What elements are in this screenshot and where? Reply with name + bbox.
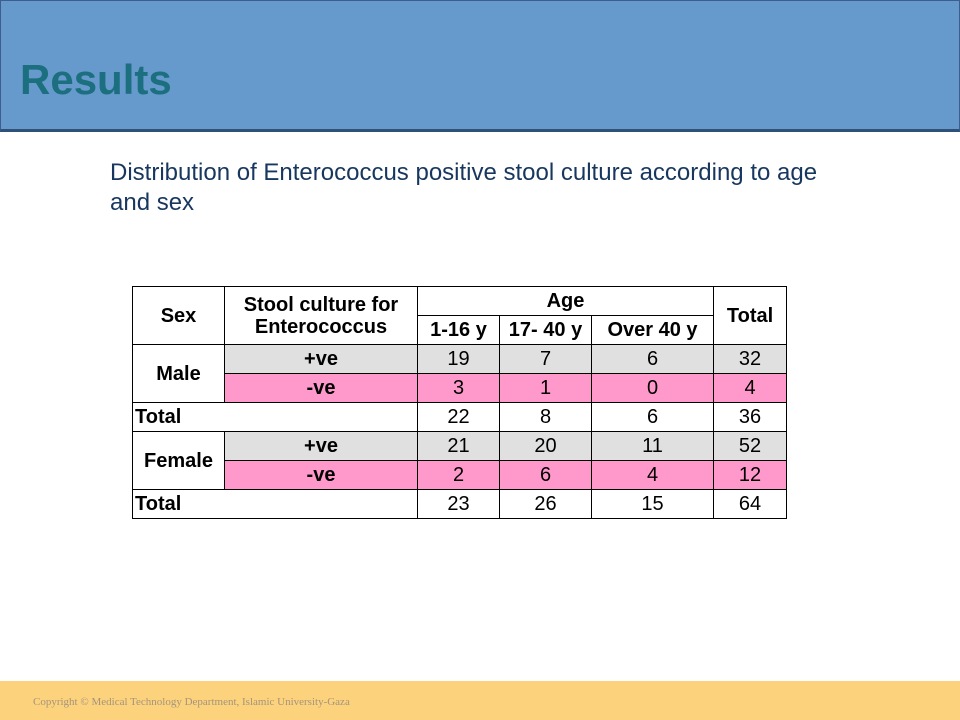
value-cell: 21 — [417, 431, 500, 461]
header-cell: Sex — [132, 286, 225, 345]
value-cell: 6 — [590, 344, 715, 374]
subtitle: Distribution of Enterococcus positive st… — [110, 159, 818, 216]
value-cell: 64 — [713, 489, 788, 519]
header-band — [0, 0, 960, 132]
total-row: Total 23 26 15 64 — [132, 489, 788, 519]
slide-title: Results — [20, 56, 172, 103]
value-cell: 0 — [590, 373, 715, 403]
table-row: -ve 3 1 0 4 — [133, 373, 788, 403]
footer-band: Copyright © Medical Technology Departmen… — [0, 681, 960, 720]
value-cell: 23 — [417, 489, 500, 519]
total-row: Total 22 8 6 36 — [132, 402, 788, 432]
header-row: Sex Stool culture for Enterococcus Age T… — [132, 286, 788, 345]
header-cell: 1-16 y — [417, 315, 500, 345]
value-cell: 22 — [417, 402, 500, 432]
value-cell: 36 — [713, 402, 788, 432]
table-row: -ve 2 6 4 12 — [133, 460, 788, 490]
total-label: Total — [132, 489, 418, 519]
culture-cell: +ve — [224, 344, 418, 374]
value-cell: 2 — [417, 460, 500, 490]
value-cell: 3 — [417, 373, 500, 403]
header-cell: Total — [713, 286, 788, 345]
value-cell: 11 — [590, 431, 715, 461]
header-cell: Over 40 y — [590, 315, 715, 345]
total-label: Total — [132, 402, 418, 432]
header-cell: 17- 40 y — [499, 315, 592, 345]
sex-cell: Female — [132, 431, 225, 490]
sex-cell: Male — [132, 344, 225, 403]
copyright: Copyright © Medical Technology Departmen… — [33, 696, 350, 708]
data-table: Sex Stool culture for Enterococcus Age T… — [132, 286, 788, 519]
value-cell: 20 — [499, 431, 592, 461]
value-cell: 8 — [499, 402, 592, 432]
header-cell: Stool culture for Enterococcus — [224, 286, 418, 345]
value-cell: 32 — [713, 344, 788, 374]
table-row: Male +ve 19 7 6 32 — [132, 344, 788, 403]
value-cell: 15 — [590, 489, 715, 519]
culture-cell: +ve — [224, 431, 418, 461]
table-body: Male +ve 19 7 6 32 -ve 3 1 0 4 Total 22 8 6 36 Female +ve… — [132, 344, 788, 519]
value-cell: 6 — [499, 460, 592, 490]
header-cell: Age — [416, 286, 715, 316]
value-cell: 7 — [499, 344, 592, 374]
value-cell: 1 — [499, 373, 592, 403]
value-cell: 12 — [713, 460, 788, 490]
value-cell: 6 — [590, 402, 715, 432]
value-cell: 4 — [713, 373, 788, 403]
table-row: Female +ve 21 20 11 52 — [132, 431, 788, 490]
culture-cell: -ve — [224, 460, 418, 490]
value-cell: 26 — [499, 489, 592, 519]
value-cell: 52 — [713, 431, 788, 461]
culture-cell: -ve — [224, 373, 418, 403]
value-cell: 4 — [590, 460, 715, 490]
value-cell: 19 — [417, 344, 500, 374]
